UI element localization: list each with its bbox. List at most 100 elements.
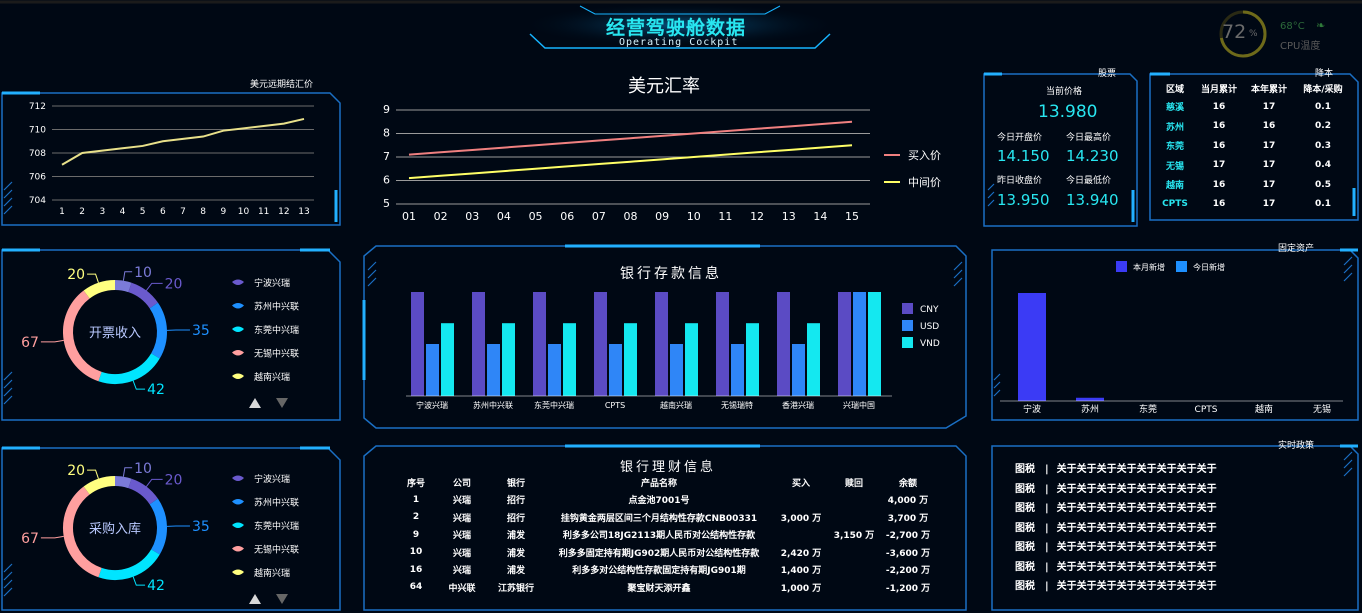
usd-rate-chart: 5 6 7 8 9 01 02 03 04 05 06 07 08 09 10 11 12 13 14 15 买入价中间… — [383, 103, 941, 223]
x-tick-label: 8 — [200, 207, 206, 217]
legend-label: 苏州中兴联 — [254, 497, 299, 509]
slice-leader — [40, 535, 64, 539]
slice-value-label: 20 — [67, 267, 85, 283]
table-cell: 0.5 — [1315, 179, 1331, 190]
table-cell: 17 — [1262, 140, 1276, 151]
page-title: 经营驾驶舱数据 — [606, 17, 747, 39]
x-tick-label: 4 — [120, 207, 126, 217]
legend-label: 越南兴瑞 — [254, 567, 290, 579]
policy-tag: 图税 — [1015, 464, 1035, 475]
table-cell — [828, 561, 880, 579]
x-tick-label: 04 — [497, 210, 511, 223]
y-tick-label: 708 — [29, 149, 46, 159]
cpu-gauge — [1219, 10, 1267, 58]
x-tick-label: 05 — [529, 210, 543, 223]
legend-label: 中间价 — [908, 176, 941, 189]
stock-prev-value: 13.950 — [997, 191, 1050, 209]
policy-item[interactable]: 图税 | 关于关于关于关于关于关于关于关于 — [1015, 558, 1217, 573]
policy-sep: | — [1045, 561, 1049, 573]
bar — [1018, 293, 1046, 401]
pie-slice — [149, 302, 167, 359]
cpu-temp: 68°C — [1280, 21, 1305, 32]
table-cell: 16 — [1262, 121, 1276, 132]
legend-label: 苏州中兴联 — [254, 301, 299, 313]
deposit-bar-chart: 宁波兴瑞 苏州中兴联 东莞中兴瑞 CPTS 越南兴瑞 无锡瑞特 香港兴瑞 兴瑞中国 CNY USD… — [406, 292, 940, 410]
policy-sep: | — [1045, 483, 1049, 495]
slice-value-label: 35 — [192, 519, 210, 535]
policy-text: 关于关于关于关于关于关于关于关于 — [1056, 542, 1217, 553]
prev-page-icon — [249, 594, 261, 604]
policy-item[interactable]: 图税 | 关于关于关于关于关于关于关于关于 — [1015, 499, 1217, 514]
bar — [792, 344, 805, 396]
legend-label: USD — [920, 322, 939, 332]
col-header: 公司 — [452, 478, 471, 489]
x-tick-label: 越南 — [1255, 403, 1273, 415]
bar — [655, 292, 668, 396]
x-tick-label: 7 — [180, 207, 186, 217]
slice-leader — [122, 467, 133, 477]
table-cell — [828, 544, 880, 562]
region-cell: 越南 — [1165, 181, 1184, 192]
legend-swatch — [902, 303, 913, 314]
legend-label: 无锡中兴联 — [254, 544, 299, 556]
x-tick-label: 3 — [99, 207, 105, 217]
table-cell: 兴瑞 — [452, 548, 471, 559]
table-cell: 2,420 万 — [780, 548, 822, 559]
pie-slice — [63, 290, 102, 382]
table-cell: 0.1 — [1315, 199, 1331, 210]
slice-leader — [145, 282, 163, 291]
table-cell: -3,600 万 — [885, 548, 931, 559]
stock-panel-title: 股票 — [1098, 69, 1117, 79]
x-tick-label: 10 — [687, 210, 701, 223]
bar — [411, 292, 424, 396]
table-cell: 利多多公司18JG2113期人民币对公结构性存款 — [562, 531, 756, 542]
table-cell: -2,700 万 — [885, 531, 931, 542]
table-row: 苏州 16 16 0.2 — [1156, 117, 1352, 137]
policy-tag: 图税 — [1015, 522, 1035, 534]
cost-reduction-table: 区域 当月累计 本年累计 降本/采购 慈溪 16 17 0.1 苏州 16 16 0.2 东莞 1… — [1156, 79, 1352, 214]
col-header: 产品名称 — [640, 478, 677, 489]
bar — [1076, 397, 1104, 401]
bar — [548, 344, 561, 396]
x-tick-label: 无锡 — [1313, 404, 1331, 415]
legend-label: 本月新增 — [1133, 262, 1165, 272]
stock-high-label: 今日最高价 — [1066, 133, 1112, 143]
bar — [716, 292, 729, 396]
next-page-icon — [276, 594, 288, 604]
table-cell: 16 — [1212, 121, 1226, 132]
stock-open-value: 14.150 — [997, 147, 1050, 165]
stock-open-label: 今日开盘价 — [997, 133, 1043, 143]
x-tick-label: 12 — [750, 210, 764, 223]
table-cell — [828, 509, 880, 527]
policy-item[interactable]: 图税 | 关于关于关于关于关于关于关于关于 — [1015, 577, 1217, 592]
x-tick-label: 1 — [59, 207, 65, 217]
table-cell: 聚宝财天添开鑫 — [627, 583, 691, 594]
table-cell: 16 — [409, 564, 423, 575]
slice-value-label: 42 — [147, 578, 165, 594]
table-cell: 2 — [412, 512, 420, 523]
x-tick-label: 01 — [402, 210, 416, 223]
wealth-table-title: 银行理财信息 — [620, 460, 717, 475]
col-header: 序号 — [406, 478, 425, 489]
prev-page-icon — [249, 398, 261, 408]
table-cell: 16 — [1212, 199, 1226, 210]
policy-item[interactable]: 图税 | 关于关于关于关于关于关于关于关于 — [1015, 460, 1217, 475]
wealth-table: 序号 公司 银行 产品名称 买入 赎回 余额 1 兴瑞 招行 点金池7001号 4,00… — [396, 473, 936, 596]
col-header: 当月累计 — [1200, 84, 1237, 95]
pie-slice — [83, 476, 116, 495]
page-subtitle: Operating Cockpit — [619, 37, 739, 48]
x-tick-label: 东莞 — [1139, 403, 1157, 415]
policy-item[interactable]: 图税 | 关于关于关于关于关于关于关于关于 — [1015, 480, 1217, 495]
policy-item[interactable]: 图税 | 关于关于关于关于关于关于关于关于 — [1015, 538, 1217, 553]
region-cell: 慈溪 — [1165, 103, 1184, 114]
x-tick-label: 03 — [465, 210, 479, 223]
x-tick-label: 09 — [655, 210, 669, 223]
legend-label: VND — [920, 339, 940, 349]
table-cell: 0.4 — [1315, 160, 1331, 171]
policy-item[interactable]: 图税 | 关于关于关于关于关于关于关于关于 — [1015, 519, 1217, 534]
policy-text: 关于关于关于关于关于关于关于关于 — [1056, 561, 1217, 573]
table-cell: 10 — [409, 547, 423, 558]
